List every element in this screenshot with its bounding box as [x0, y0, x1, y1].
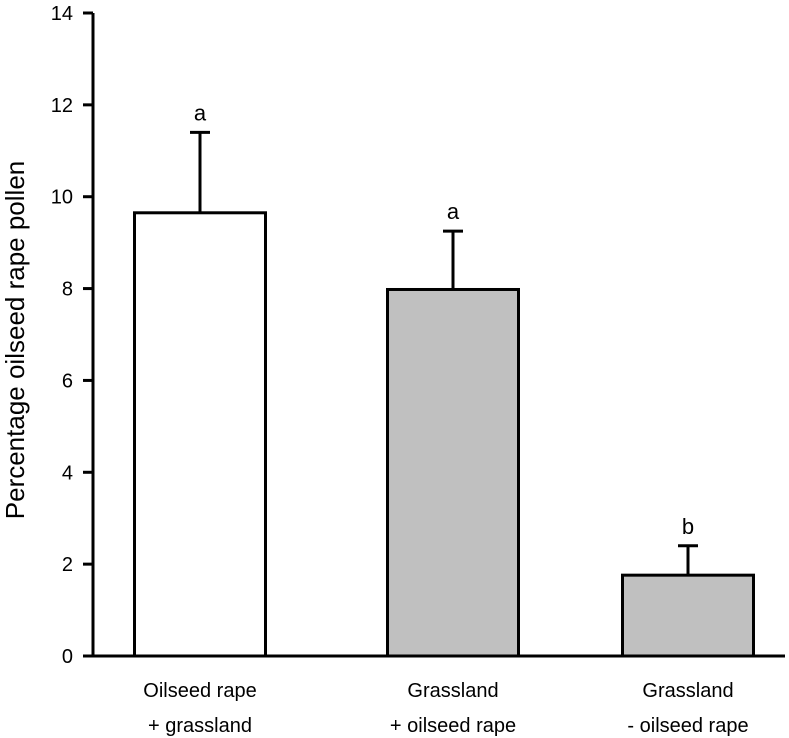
y-axis: 0 2 4 6 8 10 12 14	[51, 3, 95, 668]
category-label: + oilseed rape	[390, 715, 516, 737]
category-label: - oilseed rape	[627, 715, 748, 737]
significance-letter: b	[682, 514, 694, 539]
significance-letter: a	[447, 199, 460, 224]
y-tick-label: 14	[51, 3, 73, 25]
y-tick-label: 4	[62, 462, 73, 484]
bar	[133, 211, 267, 658]
y-tick-label: 6	[62, 370, 73, 392]
bar	[621, 573, 755, 658]
category-label: Grassland	[407, 680, 498, 702]
y-axis-label: Percentage oilseed rape pollen	[0, 161, 30, 519]
category-label: + grassland	[148, 715, 252, 737]
y-tick-label: 10	[51, 187, 73, 209]
category-labels: Oilseed rape + grassland Grassland + oilsee…	[143, 680, 748, 737]
bars: a a b	[133, 100, 755, 658]
y-tick-label: 0	[62, 646, 73, 668]
y-tick-label: 2	[62, 554, 73, 576]
category-label: Grassland	[642, 680, 733, 702]
category-label: Oilseed rape	[143, 680, 256, 702]
bar	[386, 287, 520, 658]
significance-letter: a	[194, 100, 207, 125]
y-tick-label: 8	[62, 279, 73, 301]
y-tick-label: 12	[51, 95, 73, 117]
